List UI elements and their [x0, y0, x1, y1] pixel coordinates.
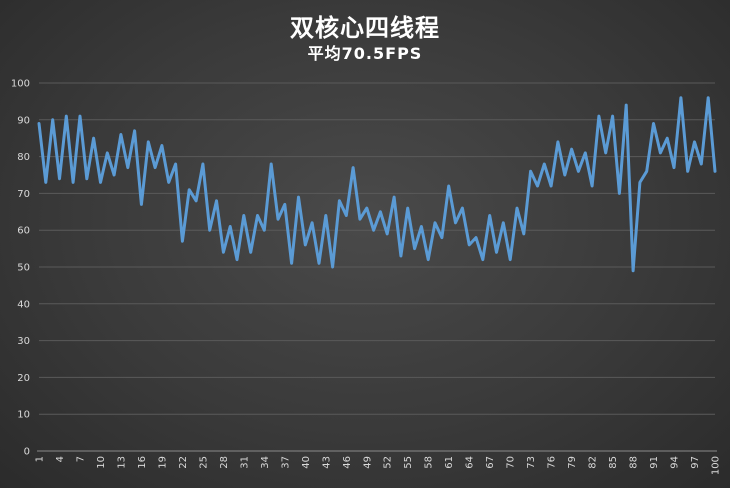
x-tick-label: 94 — [670, 456, 681, 469]
x-tick-label: 85 — [608, 456, 619, 469]
y-tick-label: 70 — [17, 189, 30, 200]
y-tick-label: 50 — [17, 263, 30, 274]
x-tick-label: 46 — [342, 456, 353, 469]
x-tick-label: 22 — [178, 456, 189, 469]
x-tick-label: 91 — [649, 456, 660, 469]
x-tick-label: 7 — [75, 456, 86, 462]
y-tick-label: 0 — [24, 447, 30, 458]
x-tick-label: 73 — [526, 456, 537, 469]
x-tick-label: 31 — [239, 456, 250, 469]
gridlines — [39, 82, 715, 415]
x-tick-label: 82 — [588, 456, 599, 469]
series-line — [37, 96, 717, 273]
x-tick-label: 52 — [383, 456, 394, 469]
x-tick-label: 19 — [157, 456, 168, 469]
x-tick-label: 37 — [280, 456, 291, 469]
x-tick-label: 43 — [321, 456, 332, 469]
x-tick-label: 49 — [362, 456, 373, 469]
x-tick-label: 10 — [96, 456, 107, 469]
y-tick-label: 60 — [17, 226, 30, 237]
y-tick-label: 40 — [17, 299, 30, 310]
y-tick-label: 30 — [17, 336, 30, 347]
x-tick-label: 88 — [629, 456, 640, 469]
x-tick-label: 1 — [35, 456, 46, 462]
x-tick-label: 76 — [547, 456, 558, 469]
x-tick-label: 70 — [506, 456, 517, 469]
y-tick-label: 10 — [17, 410, 30, 421]
x-tick-label: 25 — [198, 456, 209, 469]
chart-subtitle: 平均70.5FPS — [307, 44, 423, 63]
y-tick-label: 80 — [17, 152, 30, 163]
x-tick-label: 64 — [465, 456, 476, 469]
x-tick-label: 61 — [444, 456, 455, 469]
x-tick-label: 79 — [567, 456, 578, 469]
x-tick-label: 58 — [424, 456, 435, 469]
y-axis-tick-labels: 0 10 20 30 40 50 60 70 80 90 100 — [11, 79, 30, 458]
x-tick-label: 55 — [403, 456, 414, 469]
y-tick-label: 90 — [17, 115, 30, 126]
x-axis-tick-labels: 1 4 7 10 13 16 19 22 25 28 31 34 37 40 43 46 49 52 55 58 61 6… — [35, 456, 722, 475]
x-tick-label: 67 — [485, 456, 496, 469]
x-tick-label: 16 — [137, 456, 148, 469]
x-tick-label: 100 — [711, 456, 722, 475]
x-tick-label: 97 — [690, 456, 701, 469]
chart-title: 双核心四线程 — [290, 14, 440, 42]
x-tick-label: 40 — [301, 456, 312, 469]
x-tick-label: 4 — [55, 456, 66, 462]
y-tick-label: 100 — [11, 79, 30, 90]
x-tick-label: 28 — [219, 456, 230, 469]
y-tick-label: 20 — [17, 373, 30, 384]
x-tick-label: 13 — [116, 456, 127, 469]
x-tick-label: 34 — [260, 456, 271, 469]
